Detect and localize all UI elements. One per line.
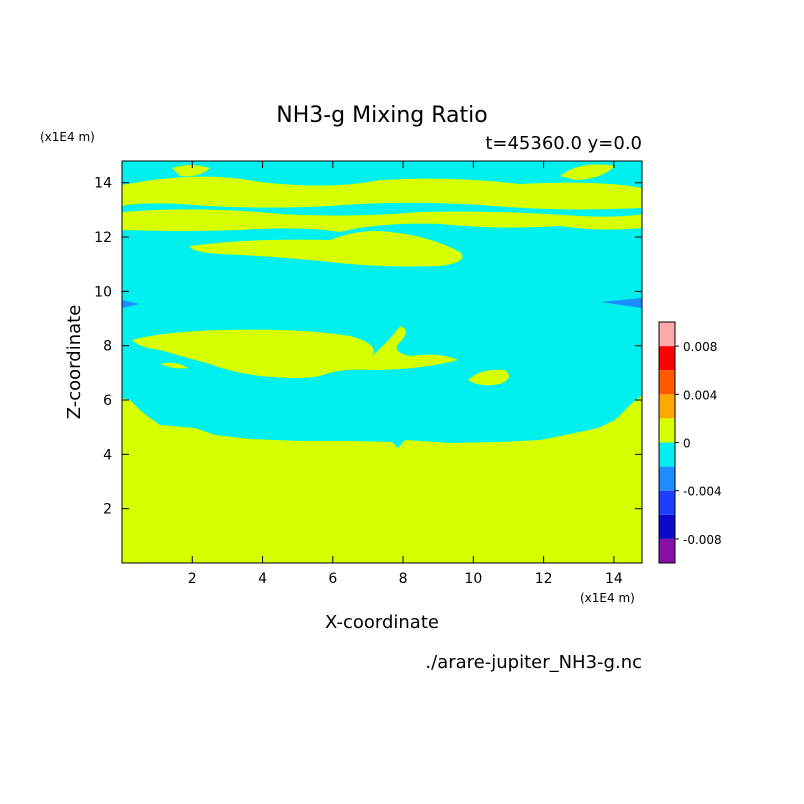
y-tick-label: 6: [103, 393, 112, 409]
x-unit-label: (x1E4 m): [580, 591, 635, 605]
field-negative-edge-left: [122, 300, 140, 308]
y-tick-label: 12: [94, 230, 112, 246]
y-unit-label: (x1E4 m): [40, 130, 95, 144]
y-tick-label: 8: [103, 339, 112, 355]
colorbar-swatch: [659, 370, 675, 395]
x-tick-label: 12: [535, 571, 553, 587]
colorbar-tick-label: 0.004: [683, 388, 717, 402]
colorbar-swatch: [659, 466, 675, 491]
y-tick-label: 14: [94, 176, 112, 192]
colorbar-swatch: [659, 442, 675, 467]
colorbar-tick-label: -0.004: [683, 485, 722, 499]
colorbar-tick-label: 0: [683, 437, 691, 451]
x-tick-label: 8: [399, 571, 408, 587]
colorbar-swatch: [659, 394, 675, 419]
x-tick-label: 6: [328, 571, 337, 587]
chart-subtitle: t=45360.0 y=0.0: [485, 133, 642, 154]
y-tick-label: 2: [103, 502, 112, 518]
x-tick-label: 14: [605, 571, 623, 587]
colorbar-swatch: [659, 538, 675, 563]
field-positive-blob-left-small: [160, 362, 188, 369]
colorbar-swatch: [659, 514, 675, 539]
field-negative-region: [122, 161, 642, 448]
field-positive-blob-top-left: [172, 165, 210, 177]
field-positive-blob-top-right: [560, 164, 615, 180]
field-positive-band-top: [122, 176, 642, 210]
colorbar-swatch: [659, 418, 675, 443]
field-negative-edge-right: [600, 298, 642, 308]
x-tick-label: 10: [464, 571, 482, 587]
y-tick-label: 4: [103, 447, 112, 463]
colorbar-swatch: [659, 346, 675, 371]
colorbar-tick-label: 0.008: [683, 340, 717, 354]
colorbar: 0.008 0.004 0 -0.004 -0.008: [658, 321, 722, 564]
field-positive-band-2: [122, 209, 642, 232]
field-positive-band-3: [190, 231, 463, 267]
source-file: ./arare-jupiter_NH3-g.nc: [425, 652, 642, 673]
colorbar-swatch: [659, 490, 675, 515]
colorbar-tick-label: -0.008: [683, 533, 722, 547]
colorbar-swatch: [659, 322, 675, 347]
plot-area: 2 4 6 8 10 12 14 2 4 6 8 10 12 14: [94, 160, 643, 587]
field-positive-blob-center: [132, 326, 458, 378]
x-axis-label: X-coordinate: [325, 612, 439, 633]
x-tick-label: 2: [188, 571, 197, 587]
field-positive-blob-right: [468, 369, 509, 386]
plot-frame: [121, 160, 643, 564]
y-tick-label: 10: [94, 284, 112, 300]
x-axis: 2 4 6 8 10 12 14: [188, 161, 623, 587]
y-axis: 2 4 6 8 10 12 14: [94, 176, 642, 518]
chart-title: NH3-g Mixing Ratio: [276, 103, 488, 128]
y-axis-label: Z-coordinate: [64, 305, 85, 420]
x-tick-label: 4: [258, 571, 267, 587]
